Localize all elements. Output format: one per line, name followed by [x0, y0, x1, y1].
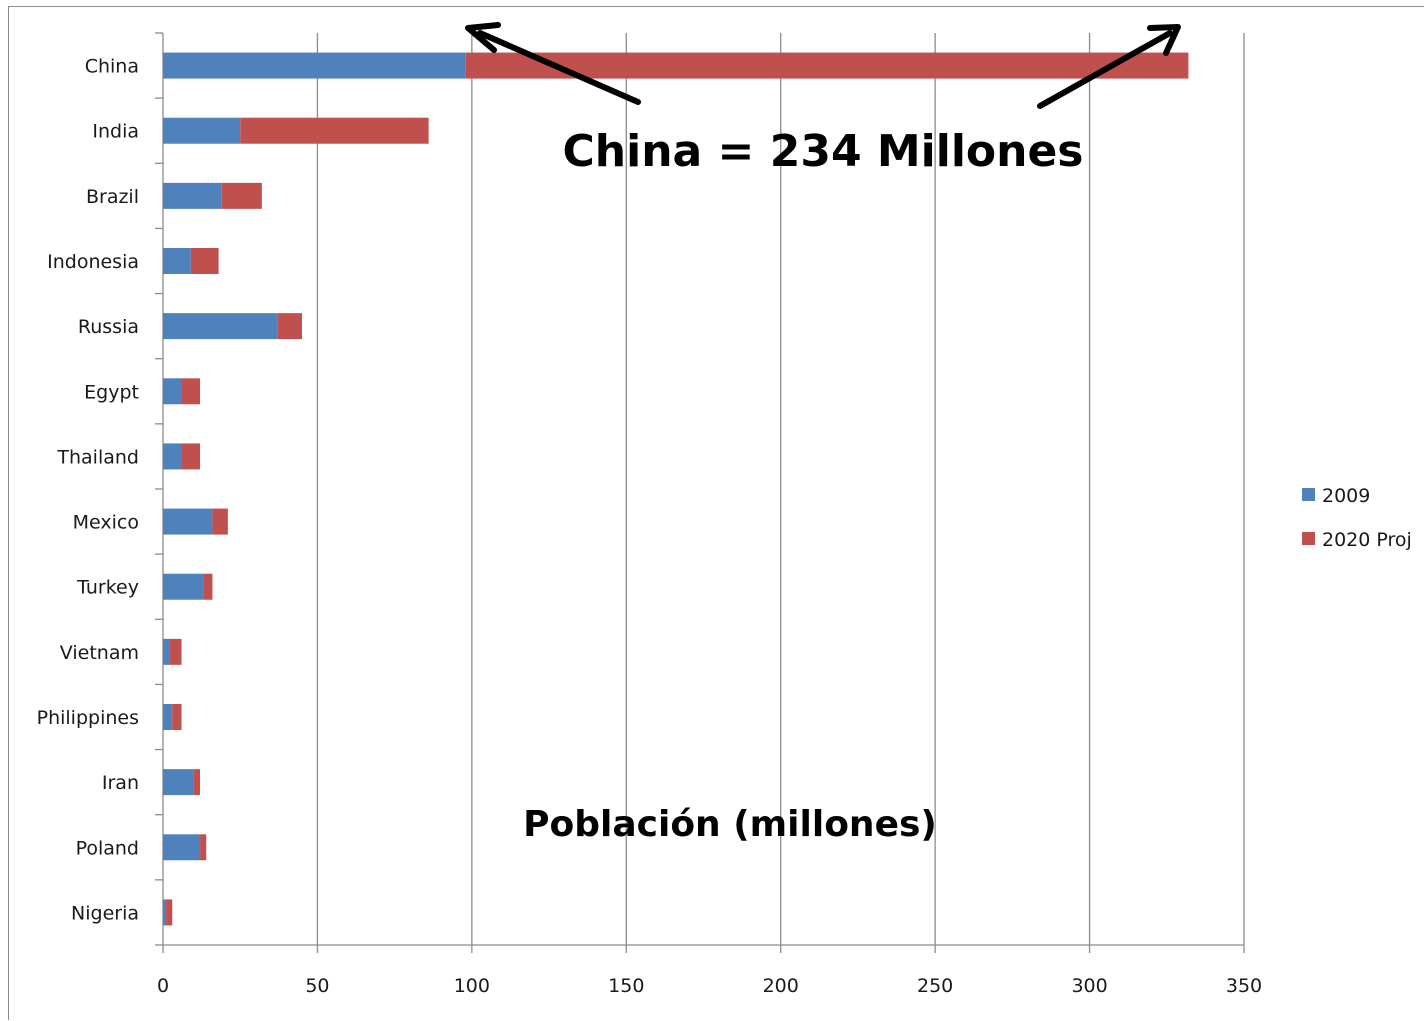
bar-poland-series-1 — [163, 834, 201, 861]
x-tick-label: 100 — [454, 975, 490, 997]
x-axis-title: Población (millones) — [523, 804, 937, 845]
category-label: Thailand — [56, 446, 139, 468]
category-label: Indonesia — [47, 251, 139, 273]
bar-russia-series-1 — [163, 313, 278, 340]
category-label: Philippines — [37, 707, 139, 729]
bar-iran-series-2 — [193, 769, 201, 796]
bar-turkey-series-1 — [163, 573, 204, 600]
bar-china-series-1 — [163, 52, 466, 79]
gridlines — [316, 33, 1245, 945]
arrow-right-icon — [1037, 24, 1181, 109]
bar-china-series-2 — [465, 52, 1189, 79]
category-label: Mexico — [73, 512, 139, 534]
bar-vietnam-series-1 — [163, 638, 170, 665]
arrow-left-icon — [465, 22, 641, 105]
category-label: Poland — [76, 837, 139, 859]
bar-mexico-series-2 — [212, 508, 228, 535]
legend: 2009 2020 Proj — [1302, 485, 1412, 551]
category-label: Turkey — [76, 577, 139, 599]
bar-thailand-series-2 — [181, 443, 201, 470]
bar-indonesia-series-1 — [163, 248, 191, 274]
category-label: India — [92, 121, 139, 143]
category-label: Vietnam — [60, 642, 139, 664]
x-tick-label: 150 — [608, 975, 644, 997]
bar-nigeria-series-2 — [166, 899, 173, 926]
bar-turkey-series-2 — [203, 573, 213, 600]
legend-label: 2020 Proj — [1322, 529, 1412, 551]
bar-vietnam-series-2 — [169, 638, 182, 665]
bar-india-series-1 — [163, 117, 241, 144]
china-annotation: China = 234 Millones — [563, 126, 1084, 177]
bar-philippines-series-1 — [163, 704, 173, 730]
x-tick-label: 300 — [1071, 975, 1107, 997]
legend-label: 2009 — [1322, 485, 1370, 507]
bar-egypt-series-2 — [181, 378, 201, 405]
x-tick-label: 350 — [1226, 975, 1262, 997]
bar-thailand-series-1 — [163, 443, 182, 470]
bar-mexico-series-1 — [163, 508, 213, 535]
x-tick-label: 200 — [763, 975, 799, 997]
category-labels: China India Brazil Indonesia Russia Egypt Thai… — [37, 56, 139, 925]
bar-egypt-series-1 — [163, 378, 182, 405]
category-label: Russia — [78, 316, 139, 338]
chart-frame — [8, 6, 1424, 1020]
bar-poland-series-2 — [200, 834, 207, 861]
category-label: Iran — [102, 772, 139, 794]
legend-swatch — [1302, 488, 1315, 501]
bar-indonesia-series-2 — [190, 248, 219, 274]
category-label: Egypt — [84, 381, 139, 403]
bar-brazil-series-1 — [163, 182, 222, 209]
category-label: Brazil — [86, 186, 139, 208]
bar-india-series-2 — [240, 117, 429, 144]
bars — [163, 52, 1189, 926]
category-label: Nigeria — [71, 902, 139, 924]
legend-swatch — [1302, 532, 1315, 545]
x-tick-label: 50 — [305, 975, 329, 997]
x-tick-label: 0 — [157, 975, 169, 997]
bar-brazil-series-2 — [221, 182, 262, 209]
bar-russia-series-2 — [277, 313, 302, 340]
bar-iran-series-1 — [163, 769, 194, 796]
bar-nigeria-series-1 — [163, 899, 167, 926]
x-tick-labels: 0 50 100 150 200 250 300 350 — [157, 975, 1262, 997]
x-tick-label: 250 — [917, 975, 953, 997]
category-label: China — [85, 56, 139, 78]
bar-philippines-series-2 — [172, 704, 182, 730]
